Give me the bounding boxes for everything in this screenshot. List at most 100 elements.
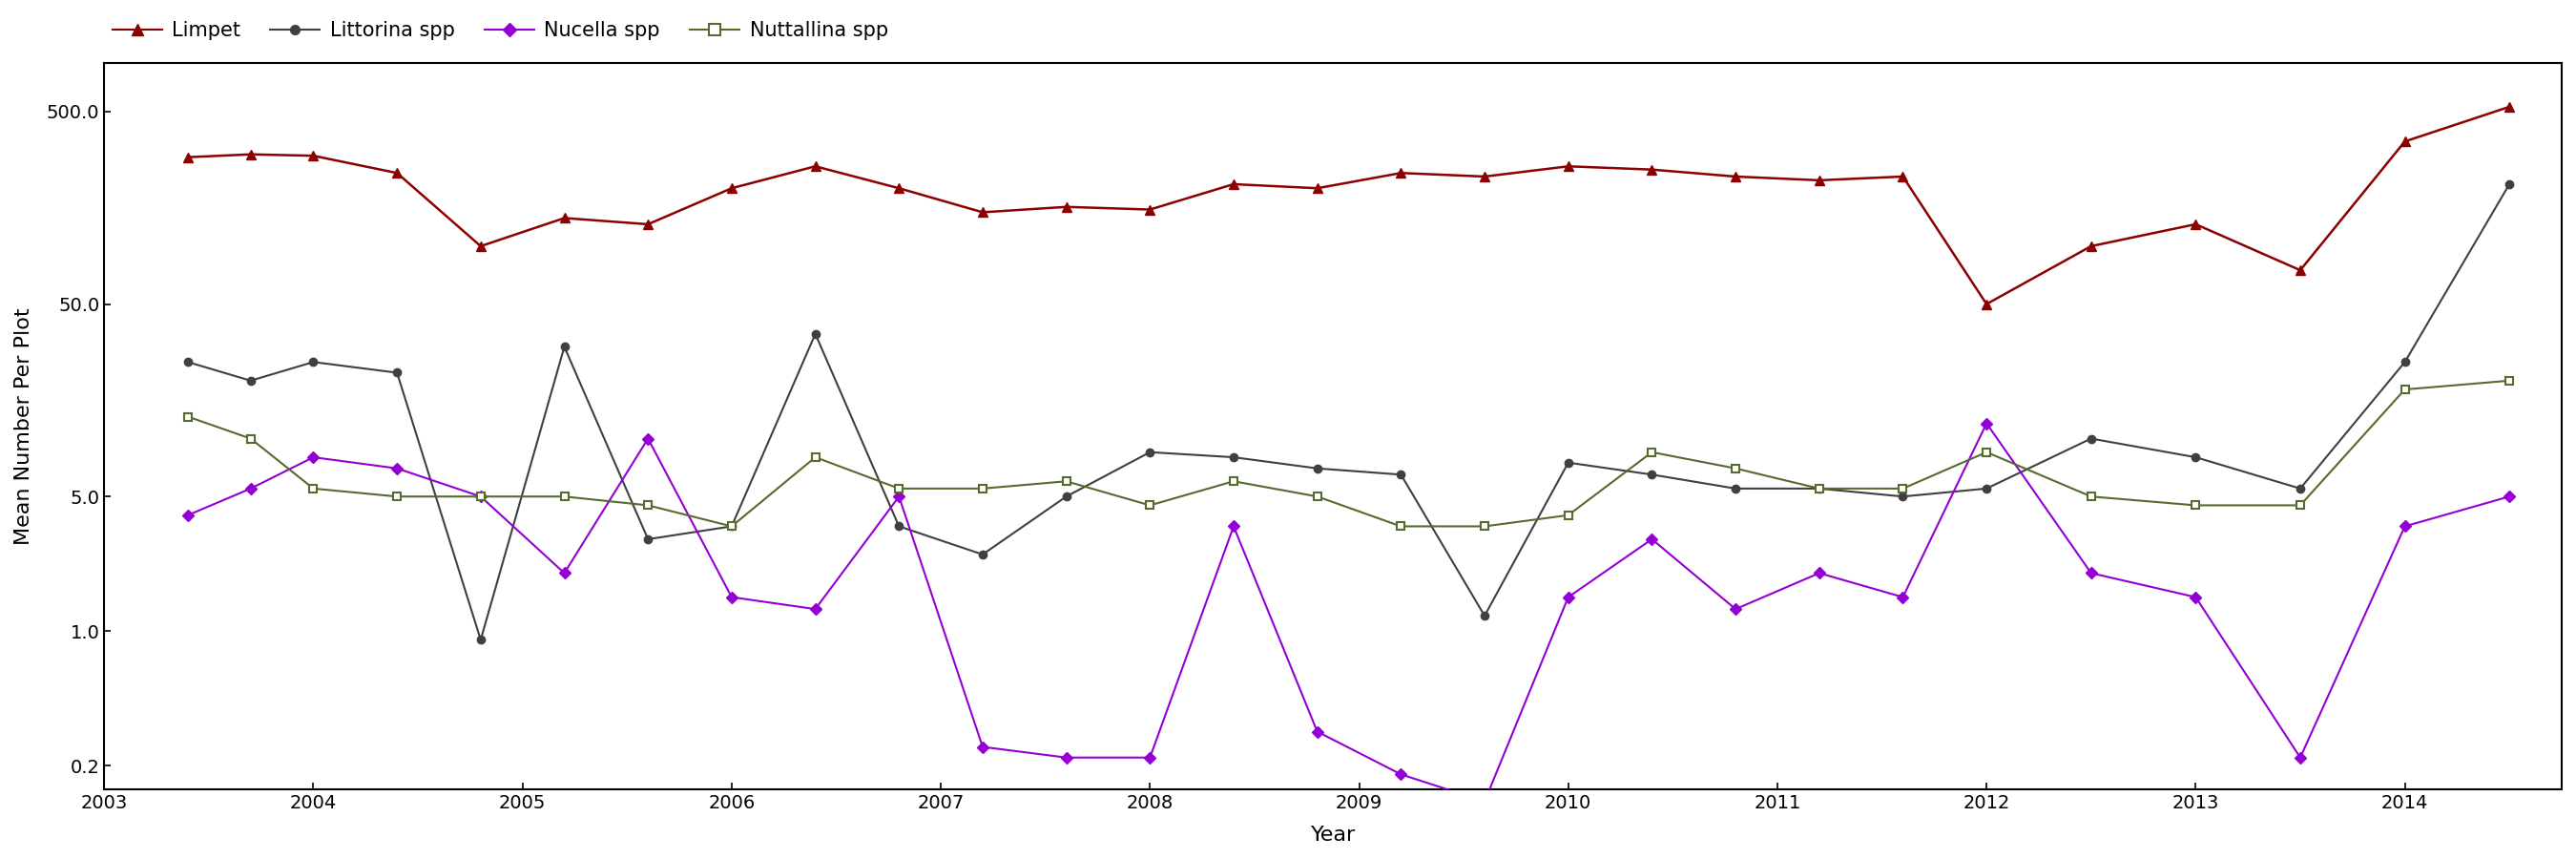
Nuttallina spp	[1218, 476, 1249, 486]
Limpet	[1386, 168, 1417, 178]
Littorina spp	[1218, 452, 1249, 462]
Nucella spp	[234, 484, 265, 494]
Limpet	[1721, 172, 1752, 182]
Nucella spp	[2076, 568, 2107, 578]
Nuttallina spp	[173, 411, 204, 422]
Nuttallina spp	[1051, 476, 1082, 486]
Nuttallina spp	[2285, 500, 2316, 510]
Limpet	[2076, 241, 2107, 252]
Littorina spp	[1386, 469, 1417, 479]
Limpet	[1971, 299, 2002, 309]
Limpet	[2285, 265, 2316, 276]
Nucella spp	[1301, 727, 1332, 737]
Nucella spp	[801, 604, 832, 614]
Nuttallina spp	[1301, 491, 1332, 502]
Limpet	[381, 168, 412, 178]
Nucella spp	[173, 510, 204, 521]
Limpet	[716, 183, 747, 193]
Littorina spp	[1051, 491, 1082, 502]
Limpet	[966, 207, 997, 217]
Nuttallina spp	[1386, 521, 1417, 532]
X-axis label: Year: Year	[1311, 825, 1355, 844]
Line: Nucella spp: Nucella spp	[183, 419, 2514, 806]
Nucella spp	[466, 491, 497, 502]
Nucella spp	[1051, 752, 1082, 763]
Nucella spp	[1553, 592, 1584, 602]
Legend: Limpet, Littorina spp, Nucella spp, Nuttallina spp: Limpet, Littorina spp, Nucella spp, Nutt…	[103, 13, 896, 48]
Nucella spp	[2179, 592, 2210, 602]
Line: Limpet: Limpet	[183, 102, 2514, 308]
Nucella spp	[2494, 491, 2524, 502]
Nuttallina spp	[1133, 500, 1164, 510]
Nuttallina spp	[1636, 447, 1667, 457]
Limpet	[1301, 183, 1332, 193]
Nucella spp	[1133, 752, 1164, 763]
Nucella spp	[2391, 521, 2421, 532]
Limpet	[299, 150, 330, 161]
Nucella spp	[634, 434, 665, 444]
Nuttallina spp	[1888, 484, 1919, 494]
Nuttallina spp	[801, 452, 832, 462]
Nucella spp	[299, 452, 330, 462]
Nucella spp	[1636, 534, 1667, 545]
Nuttallina spp	[1553, 510, 1584, 521]
Nuttallina spp	[634, 500, 665, 510]
Limpet	[234, 149, 265, 160]
Limpet	[1803, 175, 1834, 186]
Line: Nuttallina spp: Nuttallina spp	[183, 377, 2514, 530]
Nucella spp	[1888, 592, 1919, 602]
Limpet	[2179, 219, 2210, 229]
Littorina spp	[1553, 458, 1584, 468]
Limpet	[173, 152, 204, 162]
Nucella spp	[1218, 521, 1249, 532]
Limpet	[2391, 137, 2421, 147]
Limpet	[1218, 179, 1249, 189]
Littorina spp	[1888, 491, 1919, 502]
Nuttallina spp	[2076, 491, 2107, 502]
Nucella spp	[884, 491, 914, 502]
Limpet	[1636, 164, 1667, 174]
Littorina spp	[1721, 484, 1752, 494]
Nucella spp	[1721, 604, 1752, 614]
Limpet	[1888, 172, 1919, 182]
Nuttallina spp	[884, 484, 914, 494]
Nucella spp	[966, 741, 997, 752]
Littorina spp	[381, 368, 412, 378]
Littorina spp	[466, 635, 497, 645]
Limpet	[2494, 101, 2524, 112]
Limpet	[801, 161, 832, 172]
Nucella spp	[1971, 418, 2002, 429]
Nuttallina spp	[466, 491, 497, 502]
Nuttallina spp	[549, 491, 580, 502]
Limpet	[549, 213, 580, 223]
Littorina spp	[716, 521, 747, 532]
Littorina spp	[2391, 356, 2421, 367]
Littorina spp	[2285, 484, 2316, 494]
Nuttallina spp	[1971, 447, 2002, 457]
Nuttallina spp	[716, 521, 747, 532]
Nuttallina spp	[1721, 463, 1752, 473]
Line: Littorina spp: Littorina spp	[183, 180, 2514, 643]
Littorina spp	[884, 521, 914, 532]
Littorina spp	[1636, 469, 1667, 479]
Y-axis label: Mean Number Per Plot: Mean Number Per Plot	[15, 308, 33, 545]
Nucella spp	[2285, 752, 2316, 763]
Littorina spp	[2494, 179, 2524, 189]
Nucella spp	[1468, 796, 1499, 807]
Nuttallina spp	[2391, 384, 2421, 394]
Littorina spp	[1803, 484, 1834, 494]
Limpet	[1051, 202, 1082, 212]
Littorina spp	[299, 356, 330, 367]
Nuttallina spp	[1468, 521, 1499, 532]
Littorina spp	[1971, 484, 2002, 494]
Littorina spp	[1468, 611, 1499, 621]
Nucella spp	[1803, 568, 1834, 578]
Limpet	[1553, 161, 1584, 172]
Littorina spp	[2076, 434, 2107, 444]
Nucella spp	[1386, 769, 1417, 779]
Nuttallina spp	[234, 434, 265, 444]
Littorina spp	[234, 375, 265, 386]
Littorina spp	[173, 356, 204, 367]
Littorina spp	[1133, 447, 1164, 457]
Littorina spp	[2179, 452, 2210, 462]
